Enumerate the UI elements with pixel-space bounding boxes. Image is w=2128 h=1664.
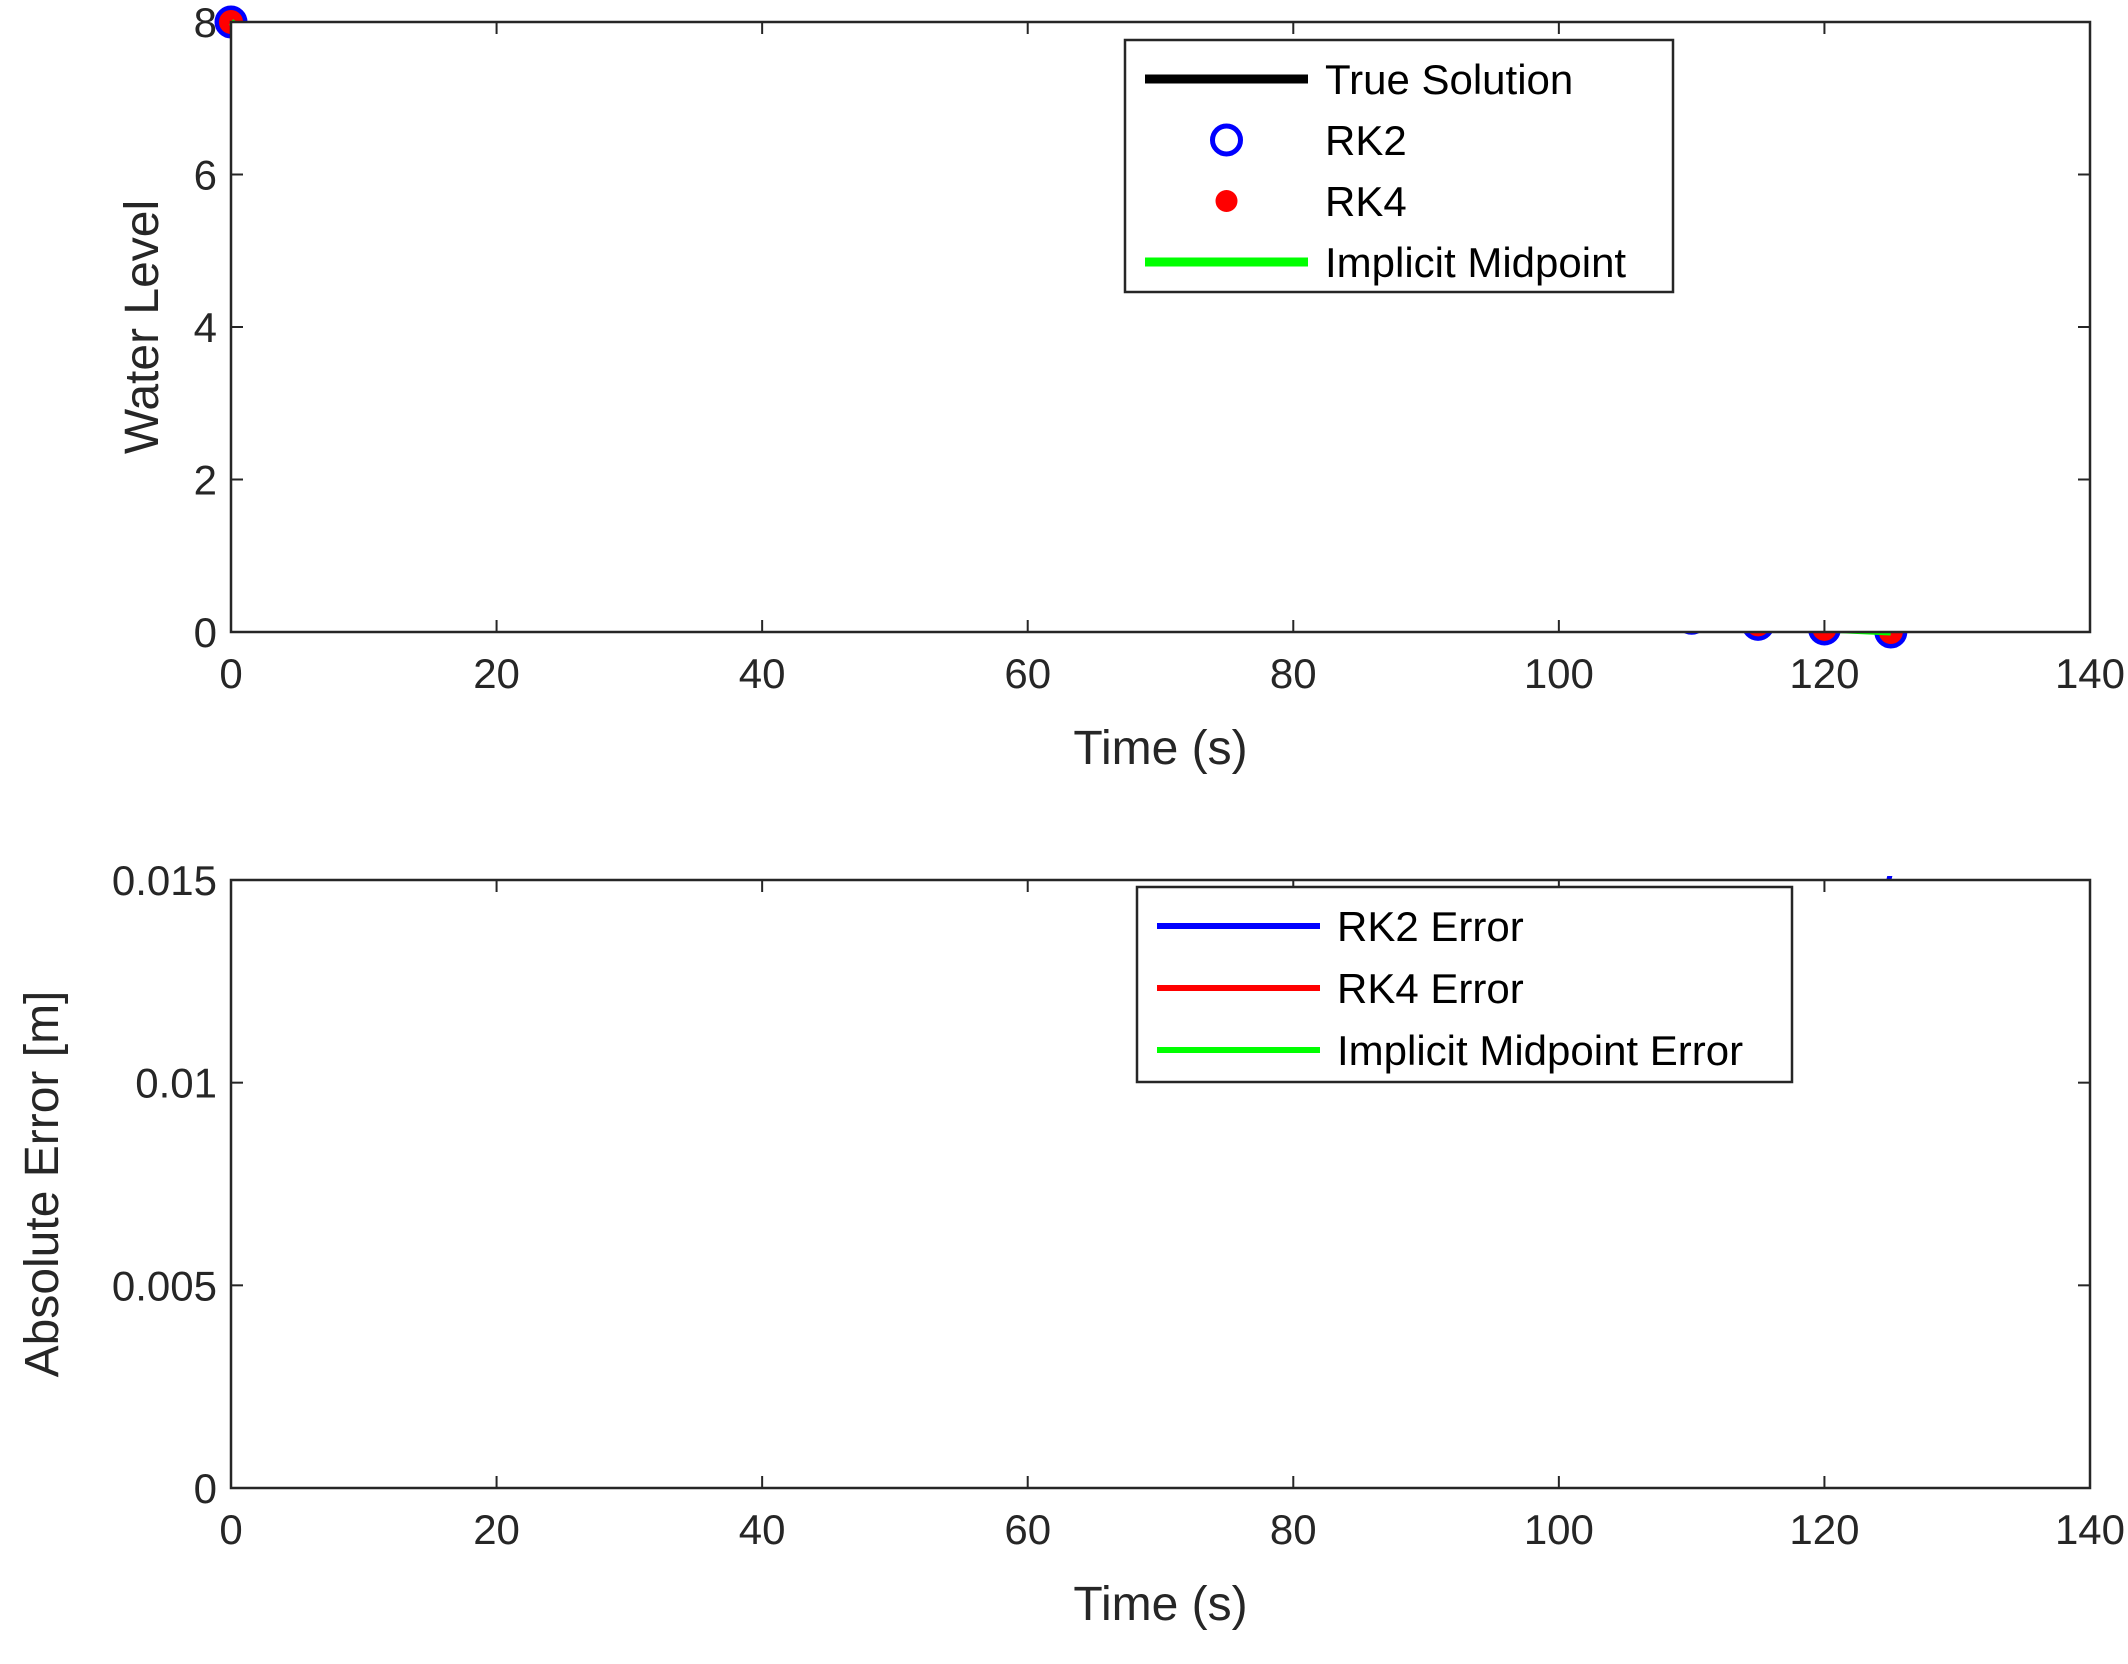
legend-entry-rk4-error: RK4 Error	[1157, 965, 1524, 1012]
legend-label: RK4 Error	[1337, 965, 1524, 1012]
legend-label: True Solution	[1325, 56, 1573, 103]
y-tick-label: 0	[194, 1465, 217, 1512]
legend-entry-rk2: RK2	[1210, 117, 1407, 164]
x-tick-label: 0	[219, 1506, 242, 1553]
x-tick-label: 100	[1524, 1506, 1594, 1553]
ticks: 0 20 40 60 80 100 120 140 0 2 4 6 8	[194, 0, 2125, 697]
y-tick-label: 4	[194, 304, 217, 351]
legend-label: RK2 Error	[1337, 903, 1524, 950]
y-axis-label: Absolute Error [m]	[16, 991, 69, 1378]
y-tick-label: 6	[194, 152, 217, 199]
y-tick-label: 0.005	[112, 1262, 217, 1309]
x-tick-label: 0	[219, 650, 242, 697]
legend: True Solution RK2 RK4 Implicit Midpoint	[1123, 38, 1675, 294]
x-axis-label: Time (s)	[1073, 722, 1247, 775]
x-tick-label: 20	[473, 1506, 520, 1553]
legend-swatch-rk2	[1210, 123, 1243, 157]
legend-label: RK2	[1325, 117, 1407, 164]
x-tick-label: 60	[1004, 650, 1051, 697]
x-tick-label: 40	[739, 650, 786, 697]
x-axis-label: Time (s)	[1073, 1578, 1247, 1631]
legend-label: RK4	[1325, 178, 1407, 225]
y-tick-label: 0	[194, 609, 217, 656]
legend-label: Implicit Midpoint Error	[1337, 1027, 1743, 1074]
y-tick-label: 2	[194, 457, 217, 504]
x-tick-label: 100	[1524, 650, 1594, 697]
y-tick-label: 8	[194, 0, 217, 46]
legend-box	[1135, 885, 1794, 1084]
legend-entry-true-solution: True Solution	[1145, 56, 1573, 103]
x-tick-label: 60	[1004, 1506, 1051, 1553]
x-tick-label: 40	[739, 1506, 786, 1553]
y-axis-label: Water Level	[116, 200, 169, 454]
water-level-chart: 0 20 40 60 80 100 120 140 0 2 4 6 8 Time (s) Water Lev…	[116, 0, 2125, 775]
x-tick-label: 120	[1789, 1506, 1859, 1553]
legend-label: Implicit Midpoint	[1325, 239, 1626, 286]
x-tick-label: 120	[1789, 650, 1859, 697]
x-tick-label: 140	[2055, 1506, 2125, 1553]
absolute-error-chart: 0 20 40 60 80 100 120 140 0 0.005 0.01 0.015 Time (s…	[16, 857, 2125, 1631]
legend-entry-rk2-error: RK2 Error	[1157, 903, 1524, 950]
x-tick-label: 20	[473, 650, 520, 697]
legend-entry-rk4: RK4	[1215, 178, 1407, 225]
x-tick-label: 80	[1270, 650, 1317, 697]
x-tick-label: 80	[1270, 1506, 1317, 1553]
legend-swatch-rk4	[1215, 190, 1238, 212]
legend-entry-implicit-midpoint-error: Implicit Midpoint Error	[1157, 1027, 1743, 1074]
legend-entry-implicit-midpoint: Implicit Midpoint	[1145, 239, 1626, 286]
y-tick-label: 0.015	[112, 857, 217, 904]
x-tick-label: 140	[2055, 650, 2125, 697]
y-tick-label: 0.01	[135, 1060, 217, 1107]
legend: RK2 Error RK4 Error Implicit Midpoint Erro…	[1135, 885, 1794, 1084]
